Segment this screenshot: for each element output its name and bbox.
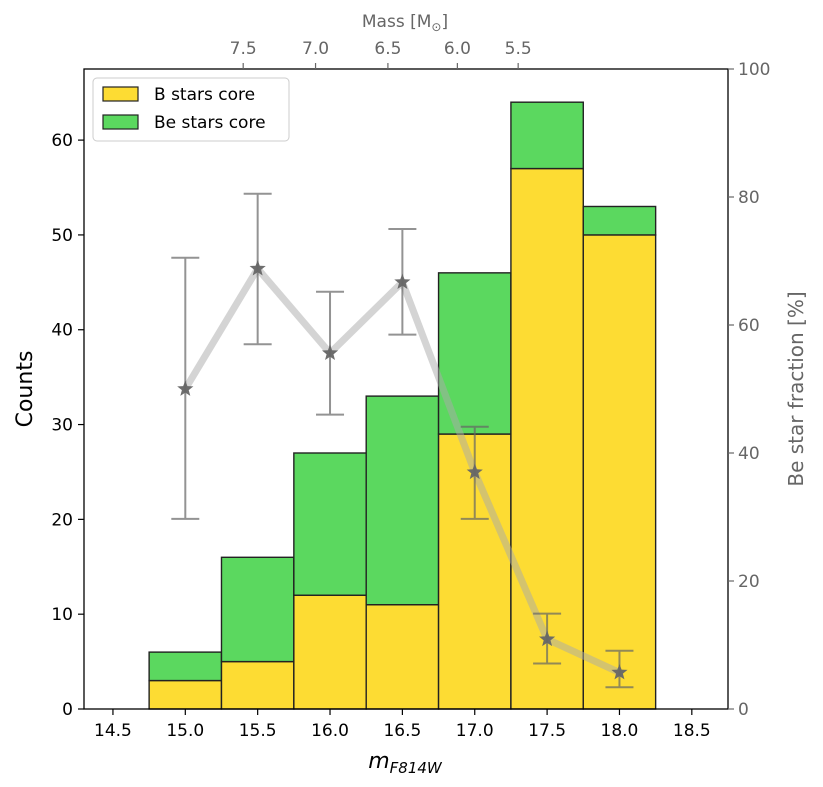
fraction-layer: [171, 192, 634, 689]
bar-be-stars-6: [582, 205, 657, 236]
bars-layer: [148, 101, 657, 710]
bar-be-stars-0: [148, 651, 223, 682]
right-y-axis-label: Be star fraction [%]: [784, 291, 808, 486]
x-tick-label-6: 17.5: [528, 721, 566, 741]
fraction-point-2: [321, 344, 339, 361]
bar-b-stars-1: [220, 660, 295, 710]
top-tick-label-2: 6.5: [374, 39, 401, 59]
fraction-point-1: [249, 260, 266, 276]
y-tick-label-3: 30: [51, 416, 73, 436]
x-tick-label-4: 16.5: [383, 721, 421, 741]
legend-swatch-b-stars: [102, 86, 139, 102]
right-y-tick-label-1: 20: [738, 572, 760, 592]
x-axis-label: mF814W: [368, 749, 443, 777]
y-tick-label-1: 10: [51, 605, 73, 625]
x-tick-label-5: 17.0: [456, 721, 494, 741]
x-tick-label-3: 16.0: [311, 721, 349, 741]
x-tick-label-8: 18.5: [673, 721, 711, 741]
bar-be-stars-2: [293, 452, 367, 596]
fraction-point-3: [394, 273, 411, 289]
x-axis-label-subscript: F814W: [390, 759, 443, 777]
bar-b-stars-3: [365, 604, 440, 710]
right-y-tick-label-3: 60: [738, 316, 760, 336]
right-y-tick-label-2: 40: [738, 444, 760, 464]
fraction-point-5: [539, 630, 556, 647]
y-tick-label-0: 0: [62, 700, 73, 720]
legend-box: [92, 77, 290, 142]
ticks-layer: 14.5 15.0 15.5 16.0 16.5 17.0 17.5 18.0 18.5 0 10 2…: [51, 39, 770, 741]
bar-b-stars-6: [582, 234, 657, 710]
top-axis-label-suffix: ]: [441, 12, 448, 32]
x-tick-label-1: 15.0: [166, 721, 204, 741]
y-tick-label-4: 40: [51, 321, 73, 341]
legend: B stars core Be stars core: [92, 77, 290, 142]
top-tick-label-1: 7.0: [302, 39, 329, 59]
top-tick-label-3: 6.0: [444, 39, 471, 59]
top-tick-label-4: 5.5: [505, 39, 532, 59]
fraction-point-4: [466, 463, 483, 480]
y-tick-label-5: 50: [51, 226, 73, 246]
bar-be-stars-1: [220, 556, 295, 663]
right-y-tick-label-5: 100: [738, 60, 770, 80]
y-tick-label-6: 60: [51, 131, 73, 151]
x-tick-label-7: 18.0: [601, 721, 639, 741]
bar-be-stars-5: [510, 101, 584, 170]
right-y-tick-label-0: 0: [738, 700, 749, 720]
fraction-point-6: [611, 664, 628, 680]
top-axis-label-prefix: Mass [M: [362, 12, 432, 32]
top-axis-label-symbol: ⊙: [431, 20, 441, 34]
bar-be-stars-3: [365, 395, 440, 606]
x-axis-label-main: m: [368, 749, 389, 774]
legend-label-be-stars: Be stars core: [154, 113, 266, 133]
y-tick-label-2: 20: [51, 510, 73, 530]
legend-label-b-stars: B stars core: [154, 85, 255, 105]
bar-b-stars-0: [148, 679, 223, 710]
fraction-point-0: [177, 380, 194, 396]
x-tick-label-0: 14.5: [94, 721, 132, 741]
x-tick-label-2: 15.5: [239, 721, 277, 741]
top-tick-label-0: 7.5: [230, 39, 257, 59]
right-y-tick-label-4: 80: [738, 188, 760, 208]
plot-frame: [83, 68, 729, 710]
legend-swatch-be-stars: [102, 114, 139, 130]
y-axis-label: Counts: [13, 351, 38, 428]
top-axis-label: Mass [M⊙]: [362, 12, 448, 34]
bar-b-stars-2: [293, 594, 367, 710]
